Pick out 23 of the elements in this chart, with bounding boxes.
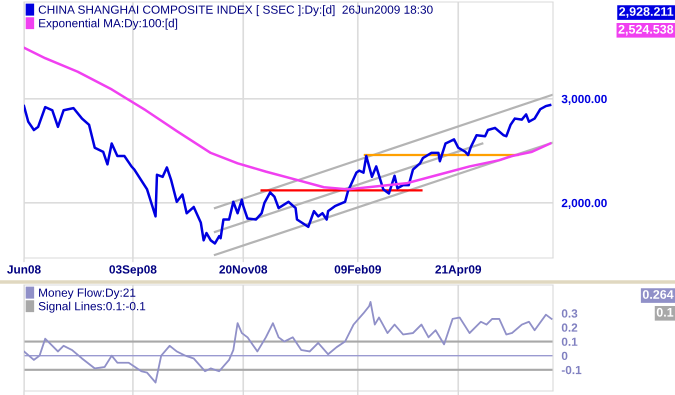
text: 0.264	[642, 290, 674, 299]
y-tick-label: 3,000.00	[562, 94, 607, 105]
line-series	[24, 46, 552, 191]
legend-label: CHINA SHANGHAI COMPOSITE INDEX [ SSEC ]:Dy:[d] 26Jun2009 18:30	[38, 5, 433, 16]
x-tick-label: Jun08	[7, 265, 41, 274]
text: 2,928.211	[619, 7, 674, 18]
text: 2,524.538	[618, 24, 674, 36]
y-tick-label: 2,000.00	[562, 198, 607, 209]
y-tick-label: 0	[562, 352, 568, 360]
x-tick-label: 03Sep08	[109, 265, 157, 276]
y-tick-label: 0.3	[562, 309, 578, 318]
line-series	[24, 104, 552, 245]
x-tick-label: 20Nov08	[219, 265, 268, 274]
line-series	[24, 301, 552, 384]
legend-label: Money Flow:Dy:21	[39, 288, 136, 300]
legend-label: Exponential MA:Dy:100:[d]	[39, 18, 178, 30]
x-tick-label: 21Apr09	[435, 265, 482, 276]
y-tick-label: 0.1	[562, 338, 578, 346]
x-tick-label: 09Feb09	[334, 264, 381, 274]
y-tick-label: -0.1	[562, 366, 582, 374]
text: 0.1	[656, 308, 674, 317]
y-tick-label: 0.2	[562, 323, 578, 332]
legend-label: Signal Lines:0.1:-0.1	[38, 302, 146, 313]
